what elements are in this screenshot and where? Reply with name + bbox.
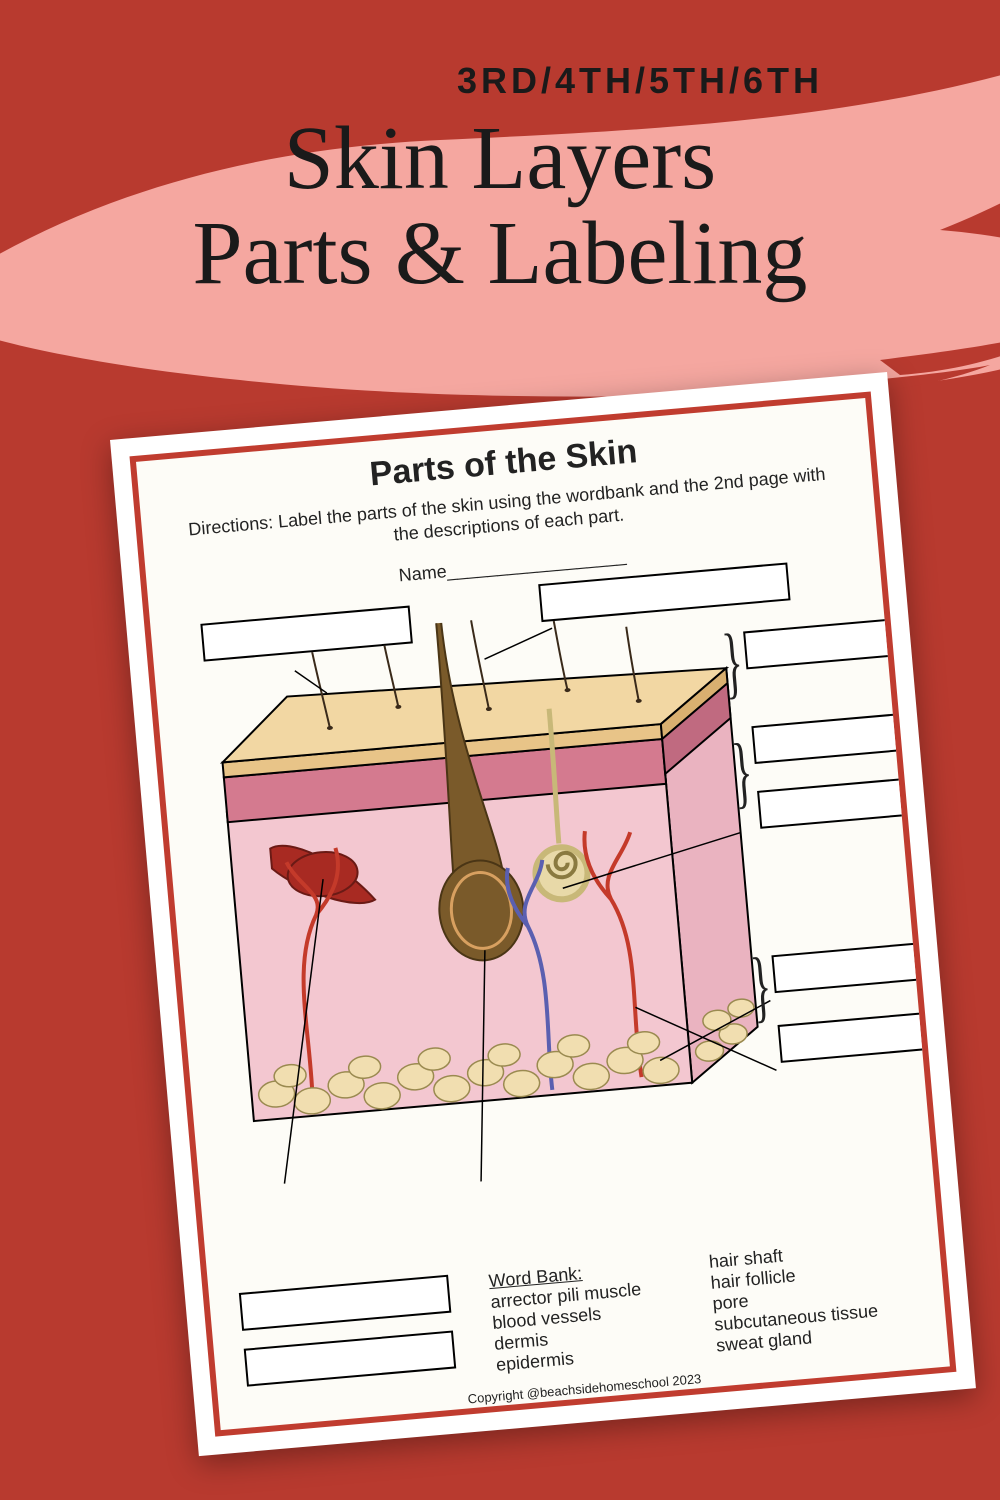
paint-swoosh <box>0 30 1000 410</box>
label-box-bottom-1[interactable] <box>239 1275 452 1331</box>
wordbank-col-1: Word Bank: arrector pili muscle blood ve… <box>488 1254 697 1376</box>
grades-label: 3RD/4TH/5TH/6TH <box>280 60 1000 102</box>
header: 3RD/4TH/5TH/6TH Skin Layers Parts & Labe… <box>0 60 1000 301</box>
skin-diagram <box>182 597 789 1204</box>
worksheet: Parts of the Skin Directions: Label the … <box>110 372 976 1456</box>
worksheet-page: Parts of the Skin Directions: Label the … <box>130 392 957 1437</box>
title-line-2: Parts & Labeling <box>0 207 1000 302</box>
label-box-r2[interactable] <box>751 711 924 764</box>
label-box-r1[interactable] <box>743 617 916 670</box>
label-box-bottom-2[interactable] <box>244 1331 457 1387</box>
bottom-label-boxes <box>239 1273 477 1398</box>
label-box-r3[interactable] <box>757 776 930 829</box>
pin-canvas: 3RD/4TH/5TH/6TH Skin Layers Parts & Labe… <box>0 0 1000 1500</box>
label-box-r4[interactable] <box>771 940 944 993</box>
wordbank-col-2: hair shaft hair follicle pore subcutaneo… <box>708 1234 917 1356</box>
label-box-r5[interactable] <box>778 1010 951 1063</box>
title-line-1: Skin Layers <box>0 112 1000 207</box>
diagram-area: } } } <box>180 557 902 1213</box>
